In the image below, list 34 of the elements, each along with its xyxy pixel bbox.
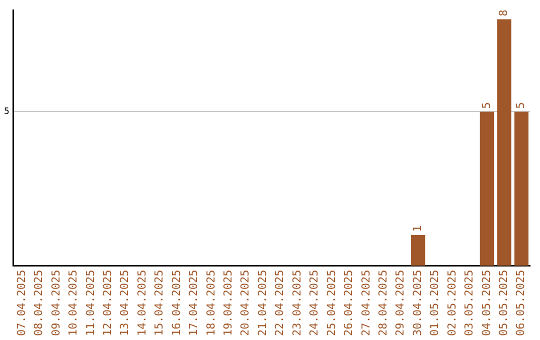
data-label: 8 bbox=[497, 10, 510, 16]
x-tick-label: 03.05.2025 bbox=[462, 270, 476, 336]
x-tick-label: 21.04.2025 bbox=[256, 270, 269, 336]
x-tick-label: 22.04.2025 bbox=[273, 270, 286, 336]
x-tick-label: 30.04.2025 bbox=[410, 270, 424, 336]
data-label: 5 bbox=[480, 102, 493, 109]
x-tick-label: 16.04.2025 bbox=[170, 270, 183, 336]
x-tick-label: 15.04.2025 bbox=[152, 270, 166, 336]
x-tick-label: 11.04.2025 bbox=[84, 270, 97, 336]
x-tick-label: 04.05.2025 bbox=[480, 270, 493, 336]
x-tick-label: 17.04.2025 bbox=[187, 270, 200, 336]
x-tick-label: 08.04.2025 bbox=[32, 270, 46, 336]
x-tick-label: 12.04.2025 bbox=[100, 270, 114, 336]
x-tick-label: 27.04.2025 bbox=[359, 270, 372, 336]
x-tick-label: 20.04.2025 bbox=[238, 270, 252, 336]
x-tick-label: 05.05.2025 bbox=[497, 270, 510, 336]
x-tick-label: 28.04.2025 bbox=[376, 270, 390, 336]
x-tick-label: 19.04.2025 bbox=[222, 270, 235, 336]
x-tick-label: 02.05.2025 bbox=[445, 270, 458, 336]
x-tick-label: 01.05.2025 bbox=[428, 270, 442, 336]
x-tick-label: 18.04.2025 bbox=[204, 270, 218, 336]
data-label: 5 bbox=[514, 102, 528, 109]
x-tick-label: 09.04.2025 bbox=[49, 270, 62, 336]
x-tick-label: 23.04.2025 bbox=[290, 270, 304, 336]
x-tick-label: 29.04.2025 bbox=[394, 270, 407, 336]
x-tick-label: 06.05.2025 bbox=[514, 270, 528, 336]
x-tick-label: 25.04.2025 bbox=[324, 270, 338, 336]
x-tick-label: 26.04.2025 bbox=[342, 270, 356, 336]
x-tick-label: 14.04.2025 bbox=[135, 270, 148, 336]
x-tick-label: 10.04.2025 bbox=[66, 270, 80, 336]
x-tick-label: 24.04.2025 bbox=[308, 270, 321, 336]
data-label: 1 bbox=[410, 225, 424, 232]
x-tick-label: 13.04.2025 bbox=[118, 270, 132, 336]
x-tick-label: 07.04.2025 bbox=[14, 270, 28, 336]
